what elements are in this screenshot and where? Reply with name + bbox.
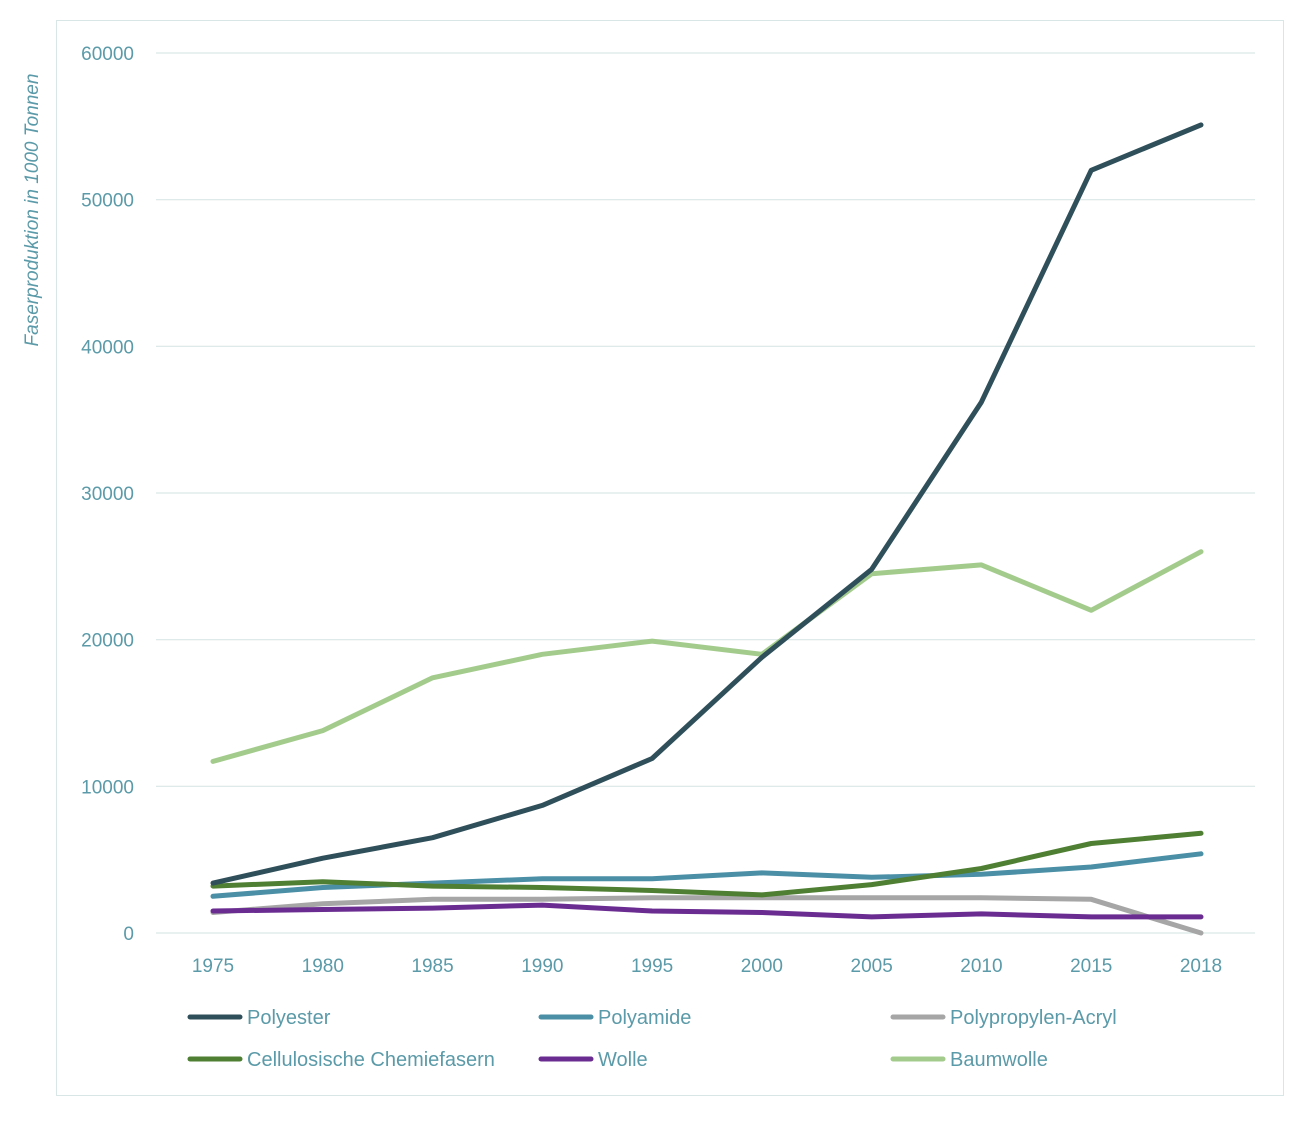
legend-label-polyester: Polyester (247, 1007, 331, 1029)
y-axis-title: Faserproduktion in 1000 Tonnen (22, 74, 43, 347)
x-tick-label: 2018 (1180, 956, 1222, 977)
x-tick-label: 2010 (960, 956, 1002, 977)
chart-frame (56, 20, 1284, 1096)
series-line-wolle (210, 902, 1204, 920)
x-tick-label: 2015 (1070, 956, 1112, 977)
legend-label-polypropylen-acryl: Polypropylen-Acryl (950, 1007, 1117, 1029)
gridlines (156, 52, 1255, 934)
legend-label-polyamide: Polyamide (598, 1007, 691, 1029)
legend-label-cellulosische-chemiefasern: Cellulosische Chemiefasern (247, 1049, 495, 1071)
legend-label-baumwolle: Baumwolle (950, 1049, 1048, 1071)
y-tick-label: 40000 (81, 337, 134, 358)
series-line-cellulosische-chemiefasern (210, 830, 1204, 898)
y-tick-label: 50000 (81, 191, 134, 212)
x-axis-ticks: 1975 1980 1985 1990 1995 2000 2005 2010 2015 2018 (192, 956, 1222, 977)
series-lines (210, 122, 1204, 936)
series-line-polyester (210, 122, 1204, 886)
y-tick-label: 60000 (81, 44, 134, 65)
y-tick-label: 20000 (81, 631, 134, 652)
y-tick-label: 0 (123, 924, 134, 945)
series-line-polyamide (210, 851, 1204, 899)
x-tick-label: 1990 (521, 956, 563, 977)
series-line-polypropylen-acryl (210, 895, 1204, 936)
x-tick-label: 2000 (741, 956, 783, 977)
y-axis-ticks: 0 10000 20000 30000 40000 50000 60000 (81, 44, 134, 945)
x-tick-label: 1975 (192, 956, 234, 977)
y-tick-label: 30000 (81, 484, 134, 505)
x-tick-label: 1985 (411, 956, 453, 977)
x-tick-label: 1980 (302, 956, 344, 977)
x-tick-label: 2005 (851, 956, 893, 977)
series-line-baumwolle (210, 549, 1204, 764)
y-tick-label: 10000 (81, 777, 134, 798)
legend: Polyester Polyamide Polypropylen-Acryl Cell… (187, 1007, 1117, 1071)
x-tick-label: 1995 (631, 956, 673, 977)
legend-label-wolle: Wolle (598, 1049, 648, 1071)
